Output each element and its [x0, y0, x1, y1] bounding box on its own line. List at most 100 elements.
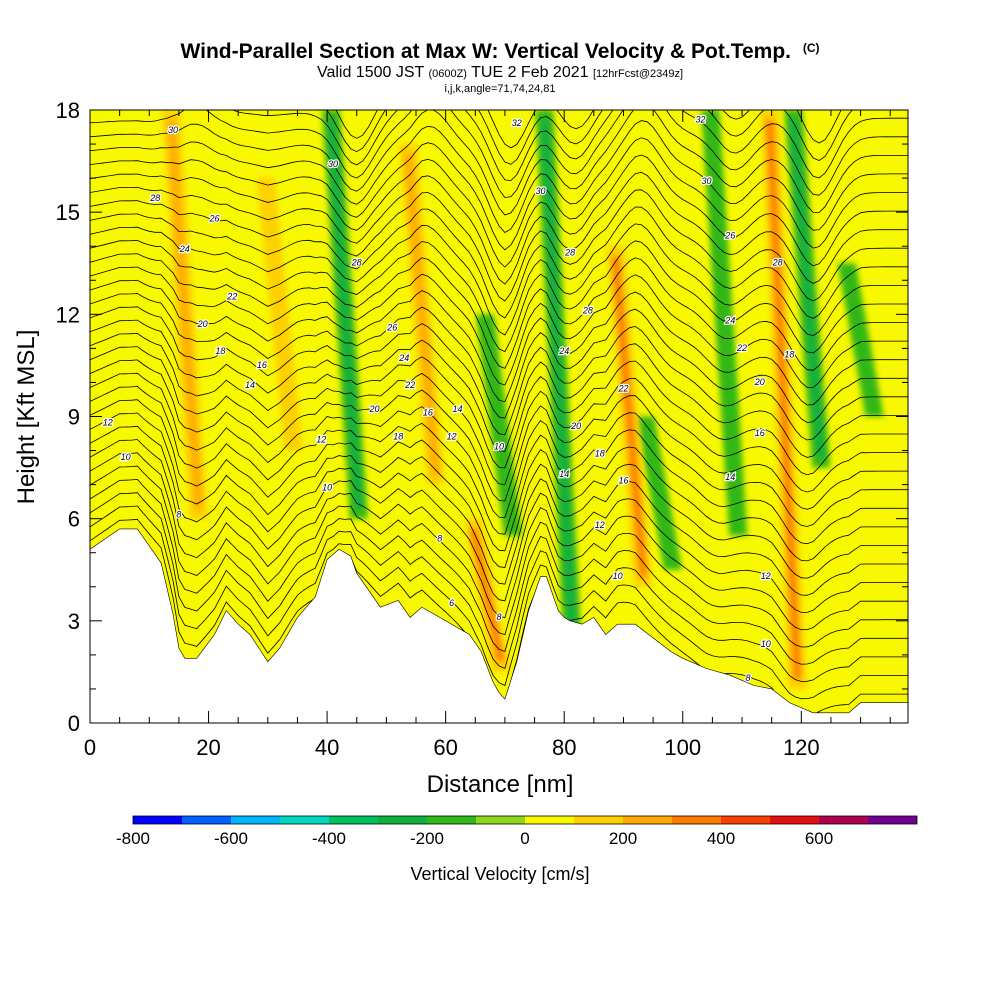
chart-title-main: Wind-Parallel Section at Max W: Vertical…	[180, 40, 791, 63]
y-tick-label: 18	[56, 98, 80, 123]
contour-label: 22	[404, 380, 415, 390]
updraft-band	[760, 110, 807, 689]
contour-label: 30	[535, 186, 545, 196]
colorbar-tick-label: 400	[707, 829, 735, 848]
contour-label: 18	[595, 448, 605, 458]
colorbar-swatch	[770, 816, 819, 824]
theta-contour	[90, 206, 908, 319]
theta-contour	[90, 492, 908, 682]
theta-contour	[90, 293, 908, 423]
theta-contour	[90, 332, 908, 476]
colorbar-frame	[132, 815, 918, 825]
colorbar-swatch	[721, 816, 770, 824]
velocity-band-core	[326, 120, 363, 509]
theta-contour	[90, 505, 908, 700]
colorbar-tick-label: -400	[312, 829, 346, 848]
colorbar-swatch	[623, 816, 672, 824]
theta-contour	[90, 110, 908, 216]
x-tick-label: 120	[783, 735, 820, 760]
terrain-mask	[90, 528, 908, 723]
colorbar-swatch	[329, 816, 378, 824]
colorbar-tick-label: 0	[520, 829, 529, 848]
contour-label: 20	[570, 421, 581, 431]
y-tick-label: 0	[68, 711, 80, 736]
theta-contour	[90, 110, 908, 198]
contour-label: 14	[559, 469, 569, 479]
downdraft-band	[784, 110, 831, 468]
x-tick-label: 80	[552, 735, 576, 760]
x-tick-label: 60	[433, 735, 457, 760]
contour-label: 26	[208, 213, 219, 223]
valid-date: TUE 2 Feb 2021	[471, 64, 589, 81]
contour-label: 16	[257, 360, 267, 370]
contour-label: 30	[701, 176, 711, 186]
contour-label: 12	[595, 520, 605, 530]
x-tick-label: 100	[664, 735, 701, 760]
contour-label: 24	[558, 346, 569, 356]
contour-label: 14	[452, 404, 462, 414]
theta-contour	[90, 465, 908, 648]
theta-contour	[90, 279, 908, 406]
theta-contour	[90, 319, 908, 458]
theta-contour	[90, 478, 908, 665]
y-tick-label: 3	[68, 609, 80, 634]
contour-label: 26	[724, 230, 735, 240]
theta-contour	[90, 189, 908, 302]
contour-label: 22	[617, 384, 628, 394]
contour-label: 14	[725, 472, 735, 482]
theta-contour	[90, 425, 908, 596]
theta-contour	[90, 223, 908, 337]
contour-label: 30	[328, 159, 338, 169]
velocity-band-core	[469, 528, 506, 662]
colorbar-swatch	[182, 816, 231, 824]
velocity-band-core	[166, 120, 203, 509]
contour-label: 20	[754, 377, 765, 387]
chart-subtitle: Valid 1500 JST (0600Z) TUE 2 Feb 2021 [1…	[0, 64, 1000, 83]
velocity-band-core	[765, 120, 802, 679]
contour-label: 14	[245, 380, 255, 390]
contour-label: 8	[496, 612, 501, 622]
theta-contour	[90, 266, 908, 388]
contour-label: 24	[179, 244, 190, 254]
colorbar-swatch	[574, 816, 623, 824]
potential-temperature-contours	[90, 110, 908, 717]
velocity-band-core	[611, 256, 648, 577]
theta-contour	[335, 110, 842, 149]
x-tick-label: 0	[84, 735, 96, 760]
colorbar-tick-label: -600	[214, 829, 248, 848]
contour-label: 8	[437, 533, 442, 543]
velocity-band-core	[706, 120, 743, 526]
colorbar-swatch	[378, 816, 427, 824]
theta-contour	[90, 346, 908, 493]
contour-label: 12	[447, 431, 457, 441]
theta-contour	[90, 385, 908, 545]
contour-label: 8	[745, 673, 750, 683]
y-tick-label: 9	[68, 405, 80, 430]
terrain	[90, 528, 908, 723]
contour-label: 6	[449, 598, 454, 608]
contour-label: 10	[613, 571, 623, 581]
contour-label: 24	[398, 353, 409, 363]
colorbar-tick-label: -200	[410, 829, 444, 848]
colorbar-tick-label: -800	[116, 829, 150, 848]
colorbar-swatch	[427, 816, 476, 824]
contour-label: 20	[368, 404, 379, 414]
contour-label: 16	[618, 476, 628, 486]
contour-label: 28	[564, 247, 575, 257]
colorbar-swatch	[133, 816, 182, 824]
theta-contour	[231, 110, 908, 182]
colorbar-swatch	[280, 816, 329, 824]
theta-contour	[90, 306, 908, 441]
contour-label: 12	[316, 435, 326, 445]
theta-contour	[90, 412, 908, 579]
downdraft-band	[321, 110, 368, 519]
copyright-mark: (C)	[802, 41, 820, 55]
valid-time-utc: (0600Z)	[428, 68, 467, 80]
theta-contour	[90, 171, 908, 285]
x-axis-label: Distance [nm]	[427, 771, 574, 798]
contour-label: 16	[423, 407, 433, 417]
theta-contour	[90, 253, 908, 371]
